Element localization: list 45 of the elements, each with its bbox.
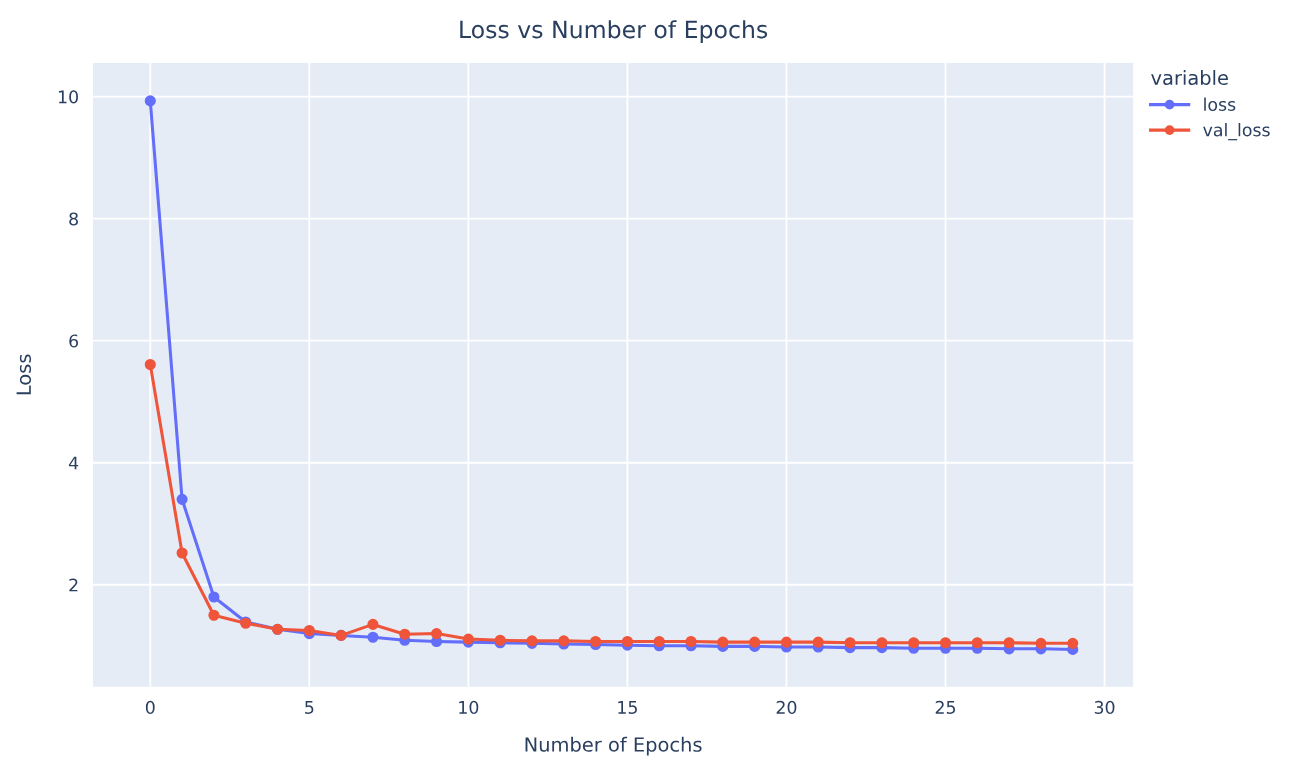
point (176, 547, 188, 559)
x-tick-label: 5 (305, 701, 314, 714)
point (208, 591, 220, 603)
x-tick-label: 20 (776, 700, 797, 714)
point (590, 635, 602, 648)
point (367, 618, 379, 630)
x-axis-title: Number of Epochs (525, 736, 702, 756)
point (908, 637, 920, 649)
y-tick-label: 2 (69, 578, 78, 592)
point (939, 637, 952, 649)
point (653, 635, 665, 648)
point (208, 609, 220, 621)
point (1035, 637, 1047, 649)
x-tick-label: 10 (459, 700, 479, 714)
point (1067, 637, 1079, 649)
point (367, 631, 379, 643)
point (144, 358, 156, 371)
point (780, 636, 793, 648)
x-tick-label: 0 (145, 700, 155, 714)
point (844, 637, 856, 649)
point (749, 636, 761, 648)
point (303, 624, 315, 637)
y-tick-label: 8 (69, 212, 78, 226)
point (176, 493, 188, 505)
chart-title: Loss vs Number of Epochs (460, 20, 768, 43)
y-axis-title: Loss (16, 354, 32, 395)
point (1003, 637, 1015, 649)
legend-label: loss (1204, 97, 1236, 111)
point (685, 635, 697, 648)
point (971, 637, 983, 649)
point (144, 95, 156, 107)
y-tick-label: 6 (69, 334, 79, 348)
point (717, 636, 729, 648)
point (621, 635, 633, 648)
y-tick-label: 4 (68, 456, 79, 470)
point (399, 628, 411, 640)
x-tick-label: 15 (618, 701, 637, 714)
point (431, 628, 443, 640)
y-tick-label: 10 (58, 90, 78, 104)
x-tick-label: 25 (935, 700, 956, 714)
legend-title: variable (1151, 70, 1228, 86)
x-tick-label: 30 (1094, 700, 1115, 714)
point (876, 637, 888, 649)
point (812, 636, 824, 648)
legend-label: val_loss (1203, 123, 1270, 141)
